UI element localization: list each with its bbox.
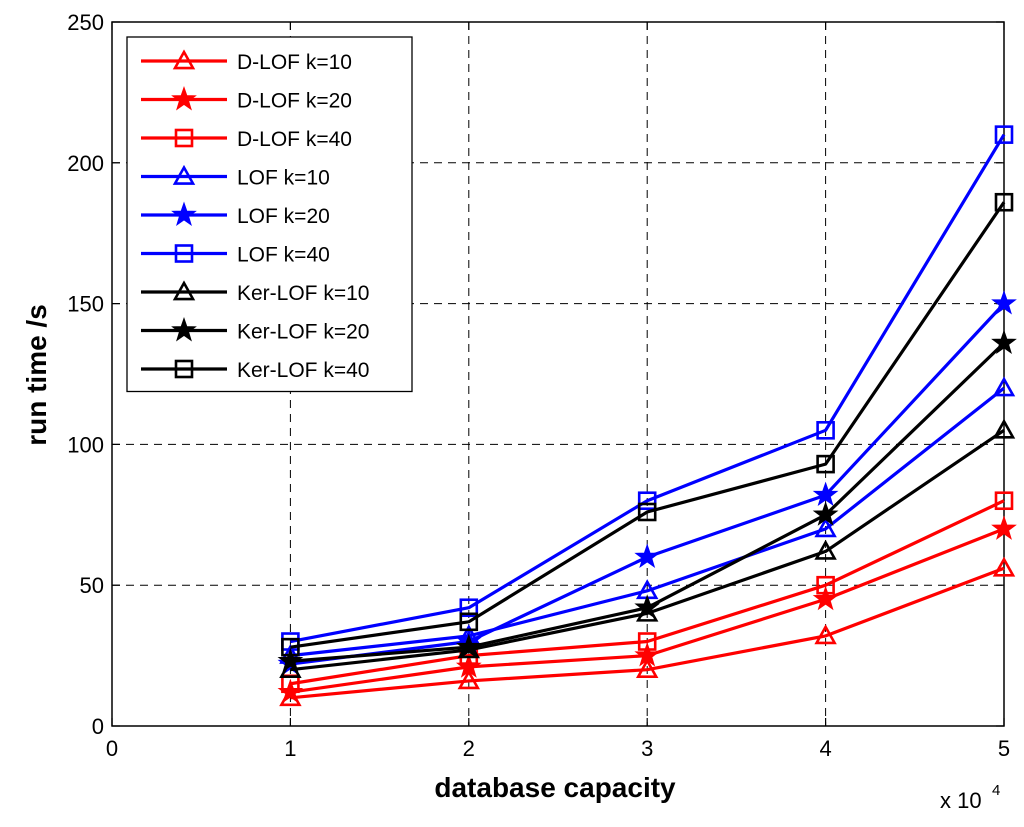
y-tick-label: 100 xyxy=(67,432,104,457)
series-line xyxy=(290,133,1006,644)
data-point xyxy=(634,543,661,568)
x-axis-label: database capacity xyxy=(434,772,676,803)
legend-item: Ker-LOF k=10 xyxy=(141,280,369,305)
series-line xyxy=(290,386,1005,658)
legend-label: D-LOF k=10 xyxy=(237,51,352,74)
data-point xyxy=(637,502,657,522)
data-point xyxy=(281,637,300,657)
y-tick-label: 200 xyxy=(67,151,104,176)
x-multiplier-exponent: 4 xyxy=(992,782,1000,799)
data-point xyxy=(277,647,304,673)
legend-item: LOF k=10 xyxy=(141,164,330,190)
y-axis-label: run time /s xyxy=(21,304,52,446)
legend-marker xyxy=(171,85,197,111)
data-point xyxy=(814,624,837,645)
legend-label: D-LOF k=40 xyxy=(237,128,352,151)
data-point xyxy=(812,501,839,526)
legend-label: Ker-LOF k=20 xyxy=(237,321,369,344)
data-point xyxy=(459,612,479,632)
legend-marker xyxy=(174,244,194,263)
legend-label: LOF k=40 xyxy=(237,244,330,267)
legend-marker xyxy=(171,316,197,342)
data-point xyxy=(455,633,482,659)
legend-item: D-LOF k=20 xyxy=(141,85,352,113)
series-1 xyxy=(279,556,1016,707)
y-tick-label: 50 xyxy=(80,573,104,598)
data-point xyxy=(816,575,835,595)
legend-label: Ker-LOF k=10 xyxy=(237,282,369,305)
data-point xyxy=(991,290,1017,315)
data-point xyxy=(634,642,661,667)
legend-marker xyxy=(171,201,197,226)
legend-item: Ker-LOF k=20 xyxy=(141,316,369,344)
data-point xyxy=(812,481,839,507)
series-8 xyxy=(277,329,1017,673)
data-point xyxy=(637,632,657,651)
x-tick-label: 5 xyxy=(998,736,1010,761)
data-point xyxy=(816,454,835,474)
legend-item: Ker-LOF k=40 xyxy=(141,359,369,382)
x-multiplier-text: x 10 xyxy=(940,788,982,813)
legend-marker xyxy=(172,164,196,185)
data-point xyxy=(994,491,1014,511)
legend-item: LOF k=20 xyxy=(141,201,330,228)
series-line xyxy=(290,499,1005,686)
legend-label: LOF k=20 xyxy=(237,205,330,228)
plot-frame xyxy=(111,21,1005,727)
y-tick-label: 250 xyxy=(67,10,104,35)
legend-item: D-LOF k=10 xyxy=(141,49,352,74)
data-point xyxy=(994,192,1014,212)
data-point xyxy=(992,418,1016,439)
legend-marker xyxy=(174,128,194,148)
series-layer xyxy=(277,125,1017,707)
data-point xyxy=(459,598,479,618)
data-point xyxy=(457,669,481,690)
legend-label: D-LOF k=20 xyxy=(237,90,352,113)
legend-item: D-LOF k=40 xyxy=(141,128,352,151)
y-tick-label: 0 xyxy=(92,714,104,739)
legend-marker xyxy=(172,49,196,70)
data-point xyxy=(816,421,835,440)
data-point xyxy=(635,658,659,679)
legend: D-LOF k=10 D-LOF k=20 D-LOF k=40 LOF k=10 LO… xyxy=(126,36,413,393)
x-multiplier: x 10 4 xyxy=(940,782,1000,813)
legend-label: LOF k=10 xyxy=(237,167,330,190)
legend-label: Ker-LOF k=40 xyxy=(237,359,369,382)
data-point xyxy=(637,491,657,511)
series-line xyxy=(290,566,1005,700)
x-tick-label: 1 xyxy=(284,736,296,761)
data-point xyxy=(994,125,1014,144)
x-tick-label: 2 xyxy=(463,736,475,761)
data-point xyxy=(992,376,1016,397)
data-point xyxy=(814,539,837,560)
legend-marker xyxy=(174,359,194,379)
data-point xyxy=(814,517,837,538)
legend-item: LOF k=40 xyxy=(141,244,330,267)
y-tick-label: 150 xyxy=(67,292,104,317)
data-point xyxy=(992,556,1016,577)
legend-marker xyxy=(172,280,196,301)
x-tick-label: 4 xyxy=(819,736,831,761)
x-tick-label: 3 xyxy=(641,736,653,761)
series-line xyxy=(290,428,1005,672)
data-point xyxy=(812,585,839,611)
x-tick-label: 0 xyxy=(106,736,118,761)
series-9 xyxy=(281,192,1014,657)
data-point xyxy=(991,515,1017,540)
series-line xyxy=(290,201,1006,649)
data-point xyxy=(991,329,1017,354)
data-point xyxy=(634,594,661,619)
